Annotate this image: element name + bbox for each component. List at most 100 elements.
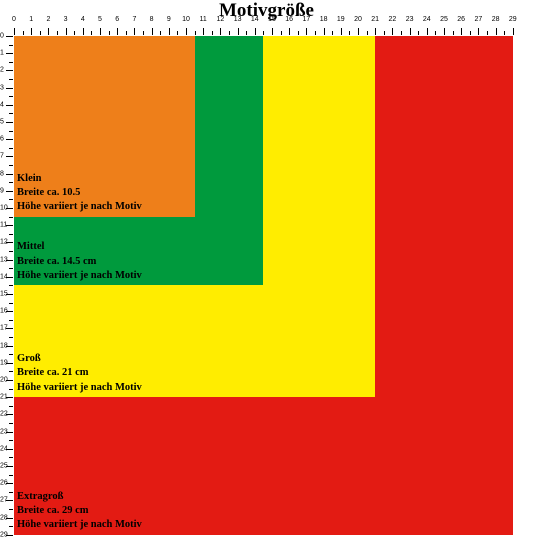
ruler-tick [6,139,13,140]
ruler-tick [9,457,13,458]
ruler-tick [9,526,13,527]
ruler-tick [229,31,230,35]
ruler-tick [461,28,462,35]
size-label-extragross: ExtragroßBreite ca. 29 cmHöhe variiert j… [17,490,142,533]
ruler-label: 10 [0,205,8,212]
ruler-left: 0123456789101112131415161718192021222324… [0,36,14,535]
ruler-label: 27 [474,16,482,23]
ruler-label: 3 [64,16,68,23]
ruler-label: 25 [0,463,8,470]
ruler-tick [9,79,13,80]
ruler-tick [9,131,13,132]
canvas: Motivgröße 01234567891011121314151617181… [0,0,533,533]
label-line: Extragroß [17,490,142,504]
ruler-tick [375,28,376,35]
ruler-label: 2 [0,67,4,74]
ruler-tick [91,31,92,35]
ruler-label: 22 [0,411,8,418]
ruler-tick [9,492,13,493]
ruler-tick [9,285,13,286]
ruler-tick [6,70,13,71]
ruler-label: 9 [167,16,171,23]
ruler-tick [169,28,170,35]
ruler-tick [281,31,282,35]
ruler-label: 23 [0,428,8,435]
ruler-label: 15 [0,291,8,298]
ruler-tick [9,45,13,46]
ruler-label: 7 [0,153,4,160]
ruler-tick [513,28,514,35]
ruler-tick [453,31,454,35]
ruler-label: 2 [46,16,50,23]
ruler-tick [9,251,13,252]
ruler-label: 17 [0,325,8,332]
label-line: Höhe variiert je nach Motiv [17,269,142,283]
ruler-label: 12 [216,16,224,23]
ruler-label: 26 [457,16,465,23]
label-line: Breite ca. 21 cm [17,366,142,380]
ruler-label: 1 [29,16,33,23]
ruler-label: 13 [234,16,242,23]
ruler-label: 5 [0,119,4,126]
ruler-tick [9,62,13,63]
ruler-label: 6 [115,16,119,23]
ruler-label: 27 [0,497,8,504]
ruler-tick [152,28,153,35]
ruler-label: 14 [0,273,8,280]
ruler-label: 18 [320,16,328,23]
ruler-label: 9 [0,187,4,194]
ruler-tick [74,31,75,35]
ruler-tick [418,31,419,35]
ruler-tick [478,28,479,35]
ruler-label: 8 [0,170,4,177]
ruler-tick [9,371,13,372]
label-line: Höhe variiert je nach Motiv [17,200,142,214]
ruler-tick [384,31,385,35]
ruler-tick [9,148,13,149]
ruler-tick [496,28,497,35]
ruler-tick [9,96,13,97]
ruler-tick [14,28,15,35]
ruler-label: 0 [12,16,16,23]
size-label-klein: KleinBreite ca. 10.5Höhe variiert je nac… [17,172,142,215]
ruler-label: 14 [251,16,259,23]
ruler-label: 3 [0,84,4,91]
ruler-tick [9,475,13,476]
size-label-gross: GroßBreite ca. 21 cmHöhe variiert je nac… [17,352,142,395]
ruler-tick [9,199,13,200]
ruler-tick [126,31,127,35]
ruler-tick [186,28,187,35]
ruler-label: 7 [132,16,136,23]
label-line: Breite ca. 10.5 [17,186,142,200]
ruler-tick [109,31,110,35]
ruler-tick [306,28,307,35]
ruler-tick [332,31,333,35]
ruler-tick [100,28,101,35]
ruler-tick [315,31,316,35]
ruler-tick [435,31,436,35]
ruler-tick [195,31,196,35]
ruler-label: 11 [200,16,207,23]
ruler-label: 4 [0,101,4,108]
ruler-label: 6 [0,136,4,143]
ruler-tick [9,320,13,321]
ruler-tick [220,28,221,35]
label-line: Klein [17,172,142,186]
ruler-label: 16 [0,308,8,315]
ruler-tick [9,234,13,235]
ruler-tick [9,509,13,510]
ruler-label: 22 [388,16,396,23]
ruler-tick [9,165,13,166]
ruler-label: 24 [423,16,431,23]
ruler-tick [9,423,13,424]
ruler-tick [143,31,144,35]
ruler-tick [134,28,135,35]
ruler-tick [6,88,13,89]
ruler-tick [6,53,13,54]
ruler-tick [272,28,273,35]
ruler-tick [9,440,13,441]
ruler-tick [410,28,411,35]
ruler-tick [324,28,325,35]
ruler-tick [263,31,264,35]
ruler-label: 19 [0,359,8,366]
